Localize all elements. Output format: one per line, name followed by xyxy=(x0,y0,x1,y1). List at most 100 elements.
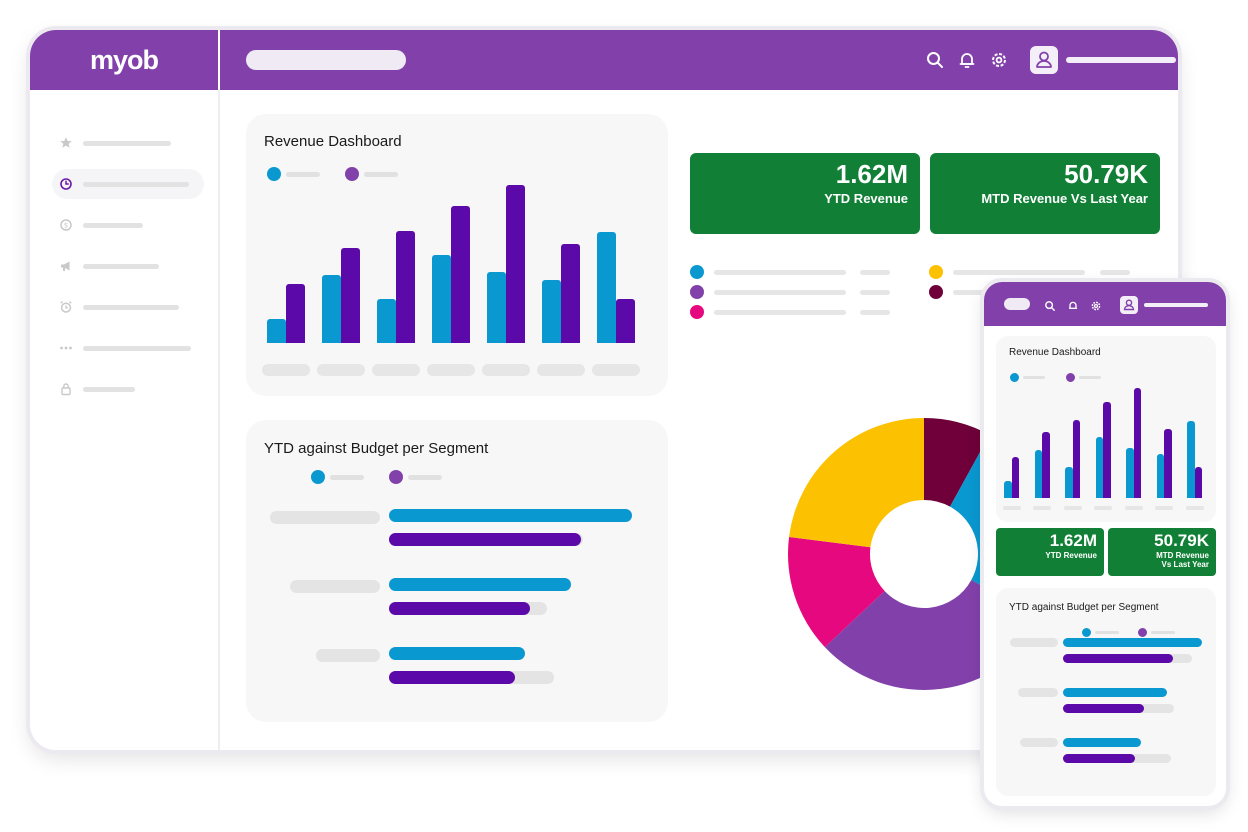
kpi-value: 1.62M xyxy=(835,159,908,189)
sidebar-item-security[interactable] xyxy=(52,374,204,404)
sidebar-item-favourites[interactable] xyxy=(52,128,204,158)
mobile-menu-button[interactable] xyxy=(1004,298,1030,310)
segment-label-placeholder xyxy=(270,511,380,524)
kpi-value: 1.62M xyxy=(1049,531,1097,550)
dollar-icon: $ xyxy=(60,219,72,231)
hbar-series-1 xyxy=(389,647,526,660)
bar-series-2 xyxy=(451,205,470,343)
bar-series-1 xyxy=(1004,481,1012,498)
x-axis-label-placeholder xyxy=(317,364,365,376)
donut-legend-label xyxy=(953,290,1013,295)
x-axis-label-placeholder xyxy=(1094,506,1112,510)
kpi-mtd-revenue[interactable]: 50.79K MTD Revenue Vs Last Year xyxy=(930,153,1160,234)
legend-label-placeholder xyxy=(330,475,364,480)
legend-label-placeholder xyxy=(1151,631,1175,634)
legend-dot-purple xyxy=(1066,373,1075,382)
kpi-label: MTD Revenue xyxy=(1156,551,1209,560)
mobile-kpi-mtd-revenue[interactable]: 50.79K MTD Revenue Vs Last Year xyxy=(1108,528,1216,576)
kpi-label: YTD Revenue xyxy=(1045,551,1097,560)
card-title: Revenue Dashboard xyxy=(264,133,402,150)
legend-dot-purple xyxy=(389,470,403,484)
donut-slice-1[interactable] xyxy=(924,418,990,507)
sidebar-item-reminders[interactable] xyxy=(52,292,204,322)
bar-series-1 xyxy=(322,274,341,343)
donut-slice-5[interactable] xyxy=(789,418,924,548)
sidebar-item-label xyxy=(83,140,171,146)
hbar-series-1 xyxy=(1063,688,1168,697)
avatar[interactable] xyxy=(1120,296,1138,314)
svg-text:$: $ xyxy=(64,222,68,230)
segment-label-placeholder xyxy=(316,649,380,662)
legend-dot-blue xyxy=(267,167,281,181)
logo-area[interactable]: myob xyxy=(30,30,220,90)
legend-dot-purple xyxy=(345,167,359,181)
donut-legend-dot xyxy=(690,285,704,299)
x-axis-label-placeholder xyxy=(1063,506,1082,510)
legend-dot-purple xyxy=(1138,628,1147,637)
sidebar-item-more[interactable] xyxy=(52,333,204,363)
donut-legend-label xyxy=(953,270,1085,275)
x-axis-label-placeholder xyxy=(482,364,530,376)
bar-series-2 xyxy=(1042,432,1050,498)
clock-icon xyxy=(60,178,72,190)
donut-legend-value xyxy=(860,310,890,315)
mobile-device: Revenue Dashboard 1.62M YTD Revenue 50.7… xyxy=(984,282,1226,806)
x-axis-label-placeholder xyxy=(1033,506,1051,510)
bar-series-1 xyxy=(1126,448,1134,498)
bar-series-2 xyxy=(1103,402,1111,498)
user-icon xyxy=(1123,299,1135,311)
card-title: YTD against Budget per Segment xyxy=(264,440,489,457)
bar-series-2 xyxy=(561,244,580,343)
gear-icon[interactable] xyxy=(989,50,1009,70)
mobile-kpi-ytd-revenue[interactable]: 1.62M YTD Revenue xyxy=(996,528,1104,576)
bar-series-2 xyxy=(506,184,525,343)
user-icon xyxy=(1036,51,1052,68)
bar-series-1 xyxy=(542,280,561,343)
sidebar-item-label xyxy=(83,345,191,351)
kpi-label: Vs Last Year xyxy=(1161,560,1209,569)
sidebar-item-recent[interactable] xyxy=(52,169,204,199)
bell-icon[interactable] xyxy=(1067,300,1079,312)
sidebar-item-marketing[interactable] xyxy=(52,251,204,281)
sidebar-item-label xyxy=(83,386,135,392)
hbar-series-2 xyxy=(389,533,581,546)
segment-label-placeholder xyxy=(1018,688,1058,697)
donut-legend-dot xyxy=(690,305,704,319)
sidebar-item-label xyxy=(83,304,179,310)
bar-series-1 xyxy=(1156,454,1164,498)
bar-series-2 xyxy=(396,230,415,343)
avatar[interactable] xyxy=(1030,46,1058,74)
sidebar-item-money[interactable]: $ xyxy=(52,210,204,240)
sidebar: $ xyxy=(30,90,220,750)
bar-series-2 xyxy=(616,299,635,343)
bar-series-2 xyxy=(1194,467,1202,498)
kpi-label: MTD Revenue Vs Last Year xyxy=(981,191,1148,206)
kpi-ytd-revenue[interactable]: 1.62M YTD Revenue xyxy=(690,153,920,234)
star-icon xyxy=(60,137,72,148)
bar-series-2 xyxy=(1072,419,1080,498)
bar-series-2 xyxy=(1164,429,1172,498)
legend-label-placeholder xyxy=(1023,376,1045,379)
x-axis-label-placeholder xyxy=(1002,506,1021,510)
legend-label-placeholder xyxy=(286,172,320,177)
search-icon[interactable] xyxy=(1044,300,1056,312)
mobile-ytd-budget-card: YTD against Budget per Segment xyxy=(996,588,1216,796)
top-bar: myob xyxy=(30,30,1178,90)
donut-legend-label xyxy=(714,310,846,315)
x-axis-label-placeholder xyxy=(262,364,310,376)
bar-series-2 xyxy=(1011,456,1019,498)
kpi-value: 50.79K xyxy=(1064,159,1148,189)
megaphone-icon xyxy=(61,261,70,271)
search-icon[interactable] xyxy=(925,50,945,70)
search-bar[interactable] xyxy=(246,50,406,70)
mobile-revenue-card: Revenue Dashboard xyxy=(996,336,1216,522)
hbar-series-2 xyxy=(389,671,516,684)
bar-series-2 xyxy=(286,283,305,343)
bar-series-2 xyxy=(1133,387,1141,498)
bell-icon[interactable] xyxy=(957,50,977,70)
gear-icon[interactable] xyxy=(1090,300,1102,312)
bar-series-1 xyxy=(432,255,451,343)
myob-logo: myob xyxy=(89,44,159,75)
donut-slice-4[interactable] xyxy=(788,536,885,648)
